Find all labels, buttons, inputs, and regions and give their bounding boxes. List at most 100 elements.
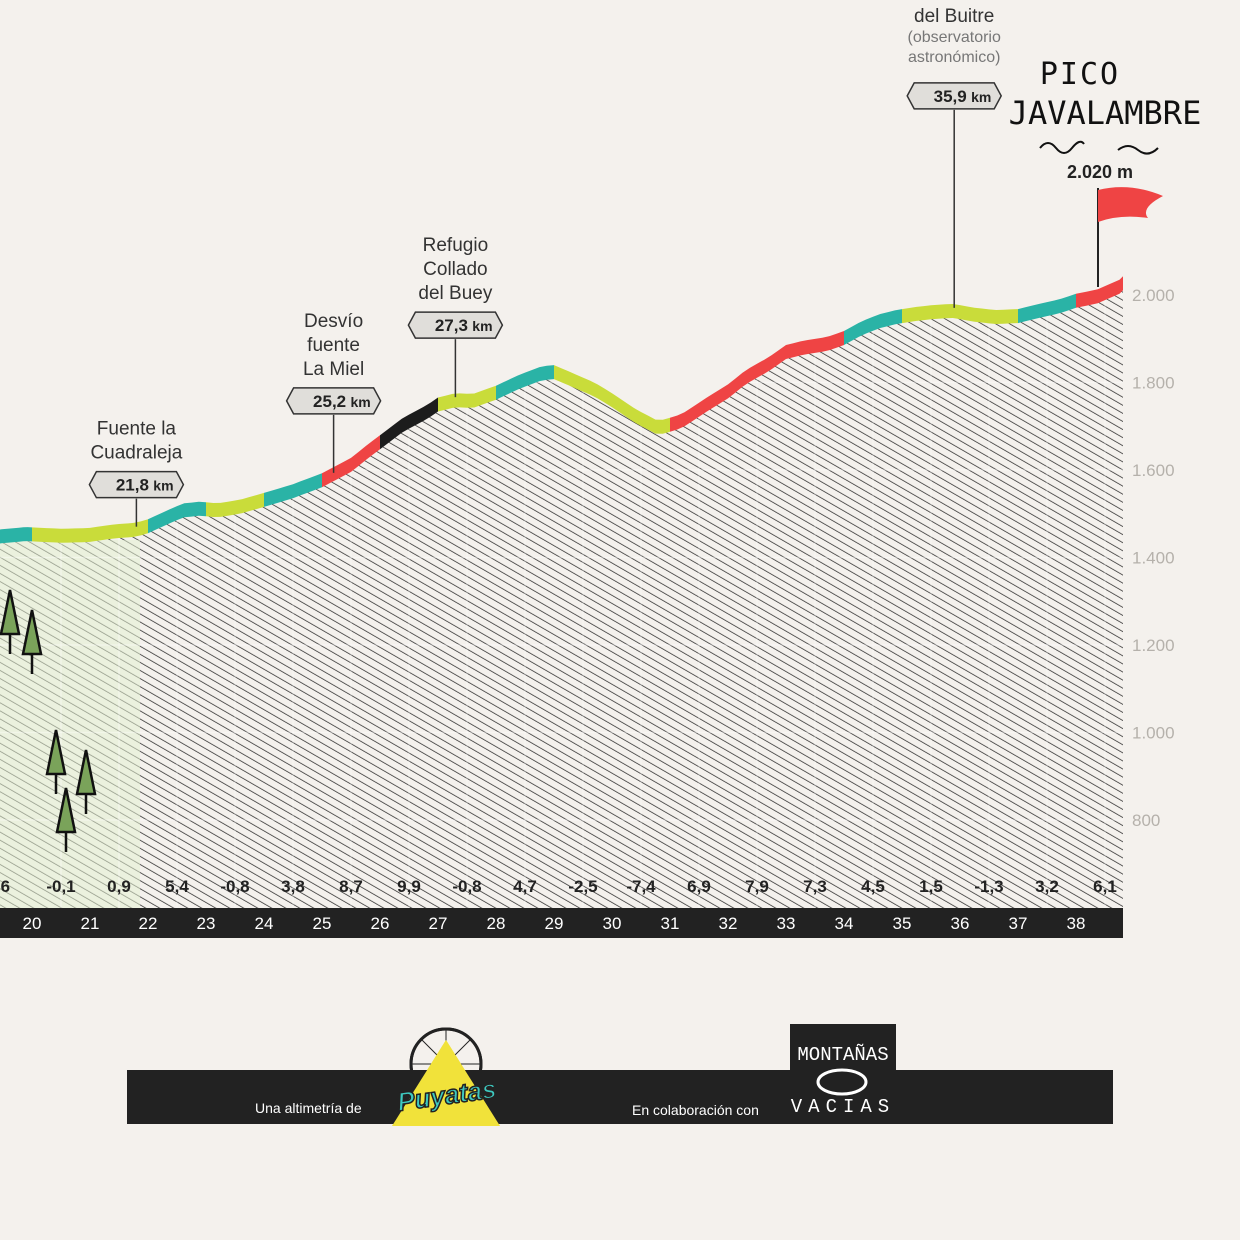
gradient-segment-teal [264,473,322,507]
gradient-segment-lime [90,519,148,542]
km-badge-value: 35,9 [934,87,967,106]
y-tick-label: 1.800 [1132,373,1175,392]
squiggle-right [1117,145,1159,155]
tree-crown [45,729,67,776]
gradient-segment-lime [438,385,496,412]
waypoint-name-line: del Buitre [914,6,994,27]
x-tick-label: 28 [487,914,506,933]
x-tick-label: 27 [429,914,448,933]
y-tick-label: 800 [1132,811,1160,830]
gradient-segment-lime [206,492,264,517]
x-tick-label: 20 [23,914,42,933]
gradient-label: 3,8 [281,877,305,896]
km-badge [407,311,504,339]
gradient-segment-lime [32,527,90,543]
gradient-segment-lime [902,304,960,324]
gradient-labels: ,6 -0,1 0,9 5,4 -0,8 3,8 8,7 9,9 -0,8 4,7 -2,5 -7,4… [0,877,1117,896]
waypoint: 27,3 km Refugio Collado del Buey [407,235,504,398]
gradient-segment-teal [844,309,902,345]
tree-icon [75,749,97,814]
gradient-label: 8,7 [339,877,363,896]
tree-crown [75,749,97,796]
gradient-label: 0,9 [107,877,131,896]
y-axis-labels: 800 1.000 1.200 1.400 1.600 1.800 2.000 [1132,286,1175,830]
summit-flag-icon [1098,187,1163,222]
gradient-segment-teal [1018,293,1076,324]
tree-icon [45,729,67,794]
forest-overlay [0,540,140,908]
x-tick-label: 25 [313,914,332,933]
gradient-label: 7,9 [745,877,769,896]
gradient-segment-red [322,435,380,488]
tree-icon [21,609,43,674]
gradient-label: -1,3 [974,877,1003,896]
gradient-segment-red [728,345,786,399]
waypoint-name-line: Refugio [423,235,489,256]
gradient-ribbon [0,267,1123,544]
summit-name-line: JAVALAMBRE [1009,94,1202,132]
footer-bar [127,1070,1113,1124]
km-badge [285,387,382,415]
x-tick-label: 30 [603,914,622,933]
gradient-segment-teal [496,365,554,400]
terrain-area [0,279,1123,908]
x-tick-label: 21 [81,914,100,933]
x-tick-label: 33 [777,914,796,933]
waypoint-name-line: Desvío Pico [904,0,1005,3]
x-tick-label: 26 [371,914,390,933]
summit-name-line: PICO [1040,57,1120,92]
gradient-segment-black [380,397,438,450]
x-tick-label: 31 [661,914,680,933]
x-tick-label: 36 [951,914,970,933]
tree-crown [55,787,77,834]
km-badge-unit: km [350,394,370,410]
x-axis-bar [0,908,1123,938]
x-tick-label: 37 [1009,914,1028,933]
x-tick-label: 34 [835,914,854,933]
waypoint-name-line: Collado [423,259,487,280]
summit-elevation: 2.020 m [1067,162,1133,182]
gradient-label: -0,1 [46,877,75,896]
gradient-label: -2,5 [568,877,597,896]
x-tick-label: 22 [139,914,158,933]
waypoint-subtitle-line: astronómico) [908,49,1000,66]
gradient-segment-teal [0,527,32,544]
gradient-segment-lime [554,365,612,408]
tree-illustrations [0,589,97,852]
y-tick-label: 2.000 [1132,286,1175,305]
gradient-label: 1,5 [919,877,943,896]
y-tick-label: 1.200 [1132,636,1175,655]
gradient-label: ,6 [0,877,10,896]
gradient-segment-lime [960,305,1018,324]
waypoint-name-line: Cuadraleja [90,443,182,464]
waypoint: 21,8 km Fuente la Cuadraleja [88,419,185,527]
x-axis-labels: 20 21 22 23 24 25 26 27 28 29 30 31 32 33 34 35 36 37 38 [23,914,1086,933]
gradient-label: -7,4 [626,877,656,896]
gradient-label: 3,2 [1035,877,1059,896]
tree-icon [55,787,77,852]
gradient-label: 4,7 [513,877,537,896]
gradient-segment-red [786,331,844,359]
gradient-label: 6,9 [687,877,711,896]
km-badge-unit: km [971,89,991,105]
gradient-segment-red [670,384,728,432]
gradient-label: 7,3 [803,877,827,896]
waypoint-name-line: Desvío [304,311,363,332]
gradient-label: 9,9 [397,877,421,896]
km-badge-unit: km [153,478,173,494]
km-badge [906,82,1003,110]
gradient-label: 5,4 [165,877,189,896]
y-tick-label: 1.600 [1132,461,1175,480]
gradient-label: 6,1 [1093,877,1117,896]
waypoint: 25,2 km Desvío fuente La Miel [285,311,382,473]
x-tick-label: 29 [545,914,564,933]
waypoint-name-line: La Miel [303,359,364,380]
km-badge-value: 27,3 [435,316,468,335]
tree-crown [21,609,43,656]
credit-right-text: En colaboración con [632,1102,759,1118]
waypoint-name-line: fuente [307,335,360,356]
km-badge-unit: km [472,318,492,334]
